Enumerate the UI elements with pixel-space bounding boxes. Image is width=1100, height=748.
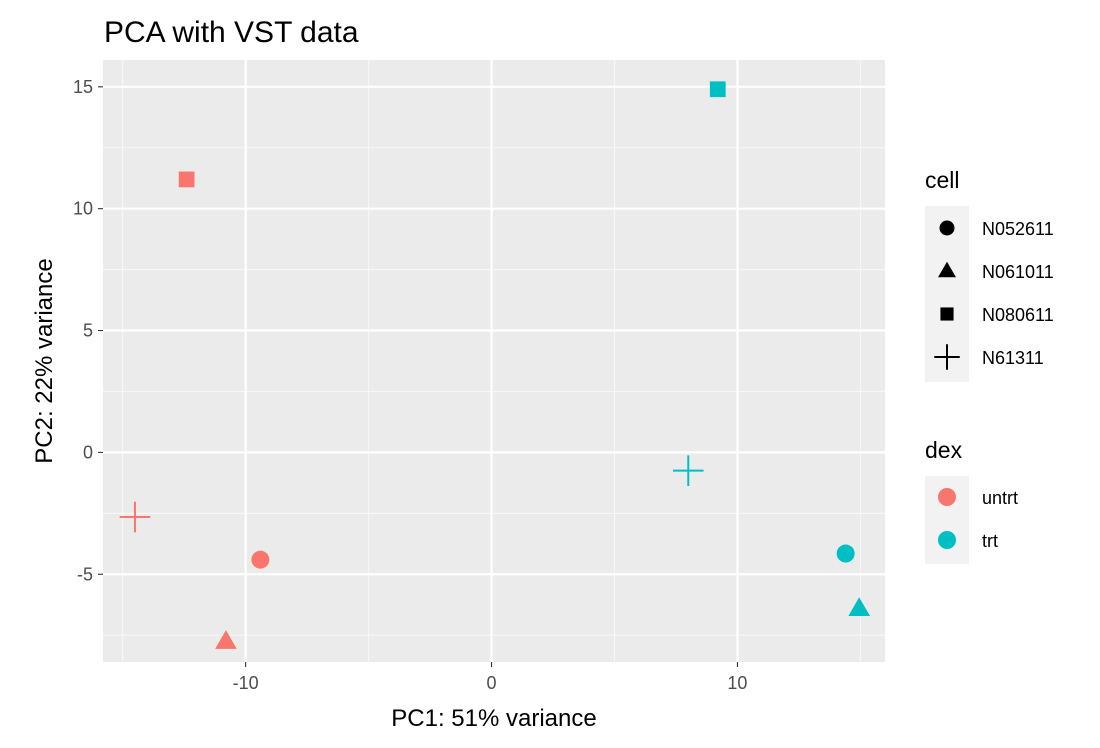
legend-label: N080611 xyxy=(982,305,1054,325)
legend-key-circle xyxy=(939,220,955,236)
legend-label: N052611 xyxy=(982,219,1054,239)
data-point xyxy=(672,455,704,486)
legend-cell: cell N052611 N061011 N080611 N61311 xyxy=(925,167,1054,382)
x-tick-label: 10 xyxy=(727,673,747,693)
minor-gridlines xyxy=(103,60,885,662)
axis-ticks: -10 0 10 -5 0 5 10 15 xyxy=(73,77,747,693)
legend-dex: dex untrt trt xyxy=(925,437,1018,564)
x-tick-label: 0 xyxy=(487,673,497,693)
legend-label: untrt xyxy=(982,488,1018,508)
chart-title: PCA with VST data xyxy=(104,16,359,49)
major-gridlines xyxy=(103,60,885,662)
y-axis-title: PC2: 22% variance xyxy=(31,258,58,463)
y-tick-label: 5 xyxy=(83,321,93,341)
data-points xyxy=(119,81,870,649)
plot-panel xyxy=(103,60,885,662)
legend-cell-title: cell xyxy=(925,167,960,193)
y-tick-label: 15 xyxy=(73,77,93,97)
y-tick-label: 10 xyxy=(73,199,93,219)
x-tick-label: -10 xyxy=(233,673,259,693)
data-point xyxy=(848,597,870,616)
x-axis-title: PC1: 51% variance xyxy=(391,705,596,732)
data-point xyxy=(836,544,855,563)
y-tick-label: 0 xyxy=(83,442,93,462)
legend-label: N61311 xyxy=(982,348,1044,368)
legend-label: trt xyxy=(982,531,998,551)
legend-label: N061011 xyxy=(982,262,1054,282)
legend-key-color xyxy=(938,488,956,506)
legend-key-square xyxy=(940,307,954,321)
legend-dex-title: dex xyxy=(925,437,963,463)
legend-key-plus xyxy=(934,344,960,370)
y-tick-label: -5 xyxy=(77,564,93,584)
legend-key-triangle xyxy=(938,261,956,278)
data-point xyxy=(178,171,195,188)
data-point xyxy=(119,501,151,533)
legend-key-color xyxy=(938,531,956,549)
data-point xyxy=(709,81,726,98)
data-point xyxy=(251,550,270,569)
data-point xyxy=(215,630,237,649)
